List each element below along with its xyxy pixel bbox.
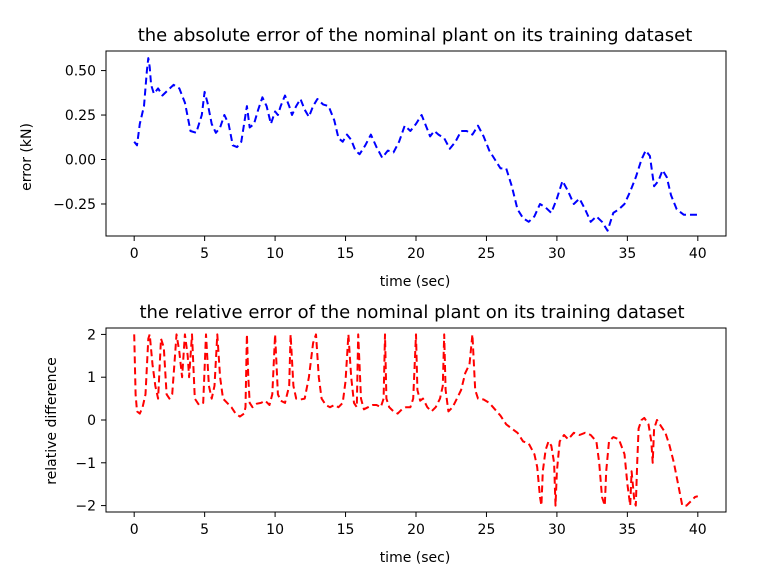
y-ticks: 2 1 0 −1 −2: [75, 327, 106, 515]
y-ticks: 0.50 0.25 0.00 −0.25: [53, 64, 106, 213]
y-tick-label: 0.00: [65, 153, 96, 169]
series-line: [133, 333, 699, 507]
y-tick-label: −0.25: [53, 197, 96, 213]
y-axis-label: error (kN): [19, 123, 35, 191]
x-ticks: 0 5 10 15 20 25 30 35 40: [130, 512, 707, 538]
y-tick-label: −2: [75, 499, 96, 515]
x-tick-label: 0: [130, 522, 139, 538]
chart-title: the absolute error of the nominal plant …: [138, 25, 693, 46]
y-tick-label: 2: [87, 327, 96, 343]
x-tick-label: 20: [407, 522, 425, 538]
plot-frame: [105, 50, 727, 237]
x-tick-label: 40: [689, 246, 707, 262]
x-tick-label: 25: [478, 522, 496, 538]
x-tick-label: 30: [548, 522, 566, 538]
x-tick-label: 25: [478, 246, 496, 262]
plot-frame: [105, 327, 727, 513]
x-axis-label: time (sec): [380, 550, 451, 566]
relative-error-chart: the relative error of the nominal plant …: [44, 302, 727, 566]
series-group: [133, 333, 699, 507]
x-ticks: 0 5 10 15 20 25 30 35 40: [130, 236, 707, 262]
series-line: [133, 57, 698, 232]
x-tick-label: 10: [266, 246, 284, 262]
x-tick-label: 0: [130, 246, 139, 262]
x-tick-label: 5: [200, 246, 209, 262]
y-tick-label: 1: [87, 370, 96, 386]
x-tick-label: 15: [337, 246, 355, 262]
x-tick-label: 15: [337, 522, 355, 538]
x-tick-label: 35: [618, 522, 636, 538]
y-tick-label: 0.50: [65, 64, 96, 80]
x-axis-label: time (sec): [380, 274, 451, 290]
y-tick-label: 0: [87, 413, 96, 429]
x-tick-label: 40: [689, 522, 707, 538]
x-tick-label: 30: [548, 246, 566, 262]
absolute-error-chart: the absolute error of the nominal plant …: [19, 25, 727, 290]
x-tick-label: 20: [407, 246, 425, 262]
y-tick-label: −1: [75, 456, 96, 472]
series-group: [133, 57, 698, 232]
chart-title: the relative error of the nominal plant …: [139, 302, 684, 323]
y-tick-label: 0.25: [65, 108, 96, 124]
x-tick-label: 5: [200, 522, 209, 538]
x-tick-label: 35: [618, 246, 636, 262]
y-axis-label: relative difference: [44, 357, 60, 485]
x-tick-label: 10: [266, 522, 284, 538]
